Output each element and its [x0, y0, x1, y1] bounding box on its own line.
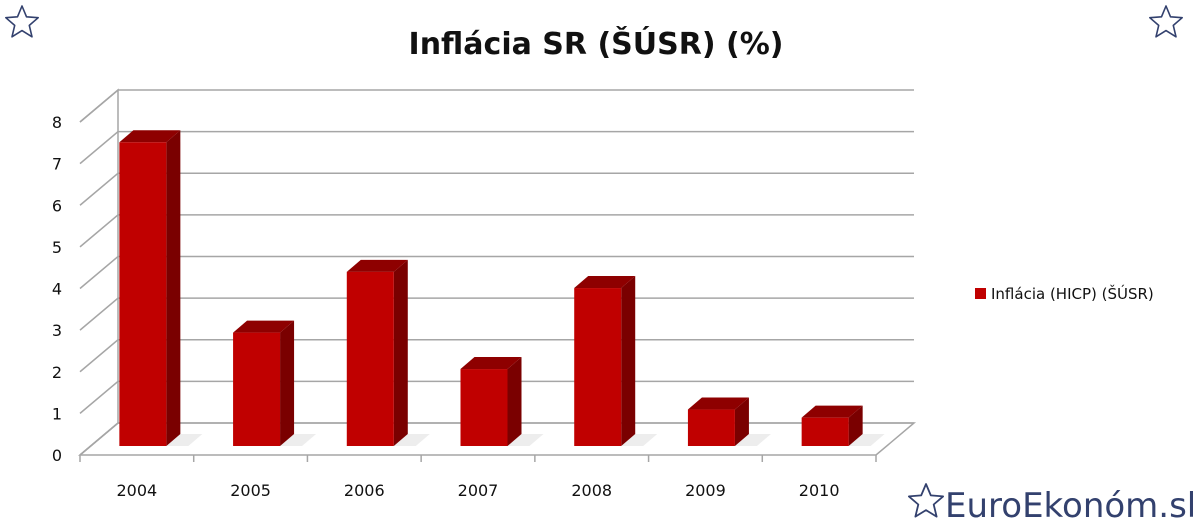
x-tick-label: 2005	[230, 481, 271, 500]
y-tick-label: 7	[52, 155, 62, 174]
gridline	[79, 255, 914, 290]
bar-2008	[574, 276, 658, 446]
x-tick-label: 2008	[571, 481, 612, 500]
x-tick-label: 2006	[344, 481, 385, 500]
bar-front	[346, 271, 394, 446]
bar-front	[574, 288, 622, 446]
bar-side	[734, 397, 749, 446]
bar-2004	[119, 130, 203, 446]
brand-logo: EuroEkonóm.sk	[908, 483, 1193, 526]
gridline	[79, 89, 914, 123]
bar-top	[460, 357, 522, 370]
legend-label: Inflácia (HICP) (ŠÚSR)	[991, 284, 1154, 303]
bar-front	[687, 409, 735, 446]
gridline	[79, 130, 914, 165]
bar-side	[507, 357, 522, 446]
chart-title: Inflácia SR (ŠÚSR) (%)	[409, 25, 784, 62]
bar-top	[119, 130, 181, 143]
bar-2006	[346, 259, 430, 446]
bar-top	[574, 276, 636, 289]
y-tick-label: 2	[52, 363, 62, 382]
y-tick-label: 5	[52, 238, 62, 257]
bar-top	[346, 259, 408, 272]
bar-side	[393, 259, 408, 446]
bar-2005	[233, 320, 317, 446]
bar-top	[687, 397, 749, 410]
x-axis-ticks: 2004 2005 2006 2007 2008 2009 2010	[79, 455, 877, 500]
y-tick-label: 6	[52, 196, 62, 215]
bar-2009	[687, 397, 771, 446]
gridlines	[79, 89, 914, 456]
bar-front	[801, 417, 849, 446]
x-tick-label: 2010	[799, 481, 840, 500]
gridline	[79, 172, 914, 206]
star-outline-icon	[908, 483, 944, 518]
y-axis-ticks: 0 1 2 3 4 5 6 7 8	[52, 113, 62, 465]
star-outline-icon	[5, 5, 40, 38]
bar-top	[233, 320, 295, 333]
gridline	[79, 422, 914, 456]
legend-swatch	[975, 288, 986, 299]
gridline	[79, 339, 914, 373]
gridline	[79, 380, 914, 414]
bar-2007	[460, 357, 544, 446]
gridline	[79, 297, 914, 331]
x-tick-label: 2007	[458, 481, 499, 500]
bar-top	[801, 405, 863, 418]
y-tick-label: 3	[52, 321, 62, 340]
x-tick-label: 2004	[116, 481, 157, 500]
y-tick-label: 0	[52, 446, 62, 465]
bar-side	[621, 276, 636, 446]
bar-side	[280, 320, 295, 446]
gridline	[79, 214, 914, 248]
bar-2010	[801, 405, 885, 446]
star-outline-icon	[1149, 5, 1183, 38]
bar-side	[848, 405, 863, 446]
bar-side	[166, 130, 181, 446]
y-tick-label: 4	[52, 280, 62, 299]
bars	[119, 130, 885, 446]
bar-front	[233, 332, 281, 446]
bar-front	[119, 142, 167, 446]
legend: Inflácia (HICP) (ŠÚSR)	[975, 284, 1154, 303]
bar-front	[460, 369, 508, 446]
y-tick-label: 1	[52, 404, 62, 423]
brand-text: EuroEkonóm.sk	[945, 486, 1193, 526]
x-tick-label: 2009	[685, 481, 726, 500]
y-tick-label: 8	[52, 113, 62, 132]
